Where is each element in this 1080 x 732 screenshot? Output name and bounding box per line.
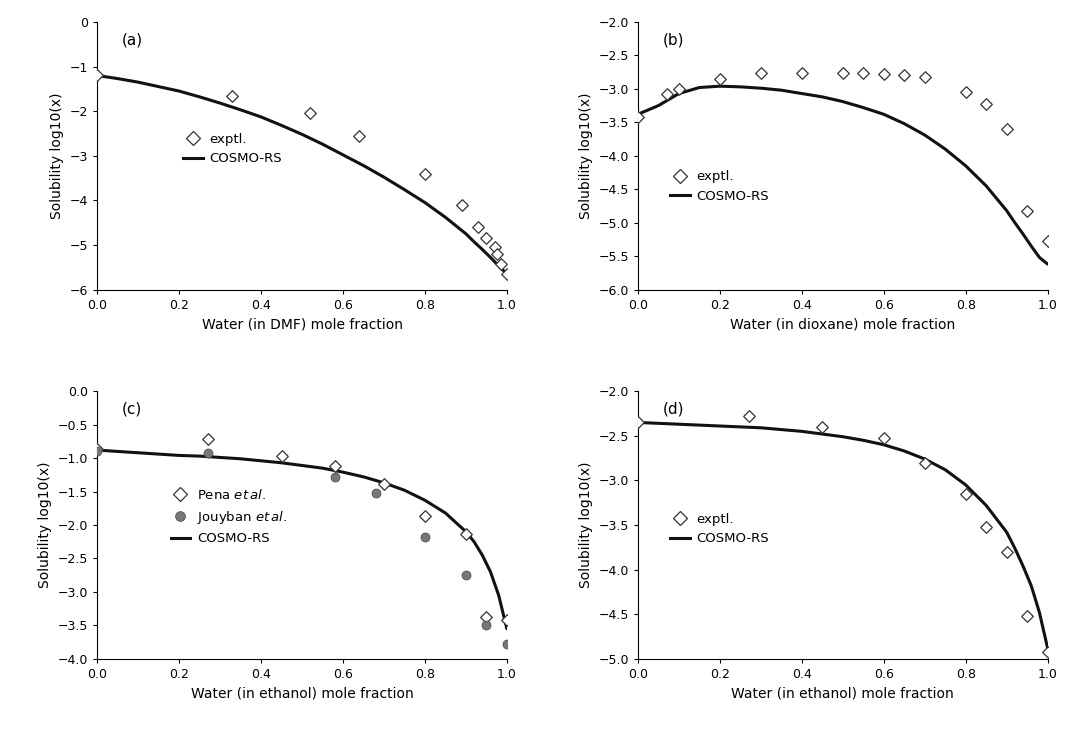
Point	[326, 471, 343, 482]
Point	[916, 457, 933, 468]
Point	[224, 90, 241, 102]
Point	[488, 248, 505, 260]
Point	[199, 433, 216, 445]
Point	[875, 68, 892, 80]
Point	[793, 67, 810, 78]
Point	[477, 619, 495, 631]
Point	[477, 232, 495, 244]
Point	[671, 83, 688, 94]
Point	[457, 528, 474, 539]
Point	[1018, 610, 1036, 622]
Point	[457, 569, 474, 581]
Point	[477, 611, 495, 623]
X-axis label: Water (in dioxane) mole fraction: Water (in dioxane) mole fraction	[730, 317, 956, 331]
Point	[89, 70, 106, 81]
Point	[1039, 236, 1056, 247]
Point	[326, 460, 343, 472]
Text: (a): (a)	[122, 33, 143, 48]
Legend: Pena $\it{et\,al.}$, Jouyban $\it{et\,al.}$, COSMO-RS: Pena $\it{et\,al.}$, Jouyban $\it{et\,al…	[165, 483, 293, 550]
Point	[416, 510, 433, 522]
Point	[486, 242, 503, 253]
Text: (d): (d)	[662, 402, 684, 417]
Point	[977, 97, 995, 109]
Point	[658, 88, 675, 100]
Point	[740, 411, 757, 422]
Legend: exptl., COSMO-RS: exptl., COSMO-RS	[665, 165, 774, 208]
Point	[977, 521, 995, 533]
Point	[89, 446, 106, 458]
Point	[89, 444, 106, 455]
Point	[998, 123, 1015, 135]
Point	[998, 546, 1015, 558]
Point	[875, 432, 892, 444]
Point	[416, 531, 433, 543]
Point	[273, 450, 291, 462]
Point	[301, 108, 319, 119]
Point	[712, 73, 729, 85]
Point	[1018, 205, 1036, 217]
X-axis label: Water (in ethanol) mole fraction: Water (in ethanol) mole fraction	[731, 687, 954, 701]
Point	[498, 614, 515, 626]
Point	[376, 478, 393, 490]
Point	[834, 67, 851, 78]
Point	[957, 488, 974, 500]
Point	[1039, 646, 1056, 657]
Y-axis label: Solubility log10(x): Solubility log10(x)	[579, 462, 593, 589]
Point	[199, 447, 216, 459]
Point	[752, 67, 769, 78]
Point	[813, 421, 831, 433]
Y-axis label: Solubility log10(x): Solubility log10(x)	[579, 92, 593, 219]
Point	[630, 417, 647, 428]
X-axis label: Water (in DMF) mole fraction: Water (in DMF) mole fraction	[202, 317, 403, 331]
Y-axis label: Solubility log10(x): Solubility log10(x)	[38, 462, 52, 589]
Point	[498, 268, 515, 280]
Point	[492, 258, 510, 269]
Point	[957, 86, 974, 98]
Point	[367, 487, 384, 498]
Point	[630, 111, 647, 123]
Point	[454, 199, 471, 211]
Legend: exptl., COSMO-RS: exptl., COSMO-RS	[665, 507, 774, 550]
Point	[470, 221, 487, 233]
X-axis label: Water (in ethanol) mole fraction: Water (in ethanol) mole fraction	[191, 687, 414, 701]
Point	[351, 130, 368, 141]
Y-axis label: Solubility log10(x): Solubility log10(x)	[50, 92, 64, 219]
Point	[498, 638, 515, 650]
Text: (b): (b)	[662, 33, 684, 48]
Point	[854, 67, 872, 79]
Point	[916, 72, 933, 83]
Point	[895, 70, 913, 81]
Point	[416, 168, 433, 180]
Text: (c): (c)	[122, 402, 143, 417]
Legend: exptl., COSMO-RS: exptl., COSMO-RS	[177, 127, 287, 171]
